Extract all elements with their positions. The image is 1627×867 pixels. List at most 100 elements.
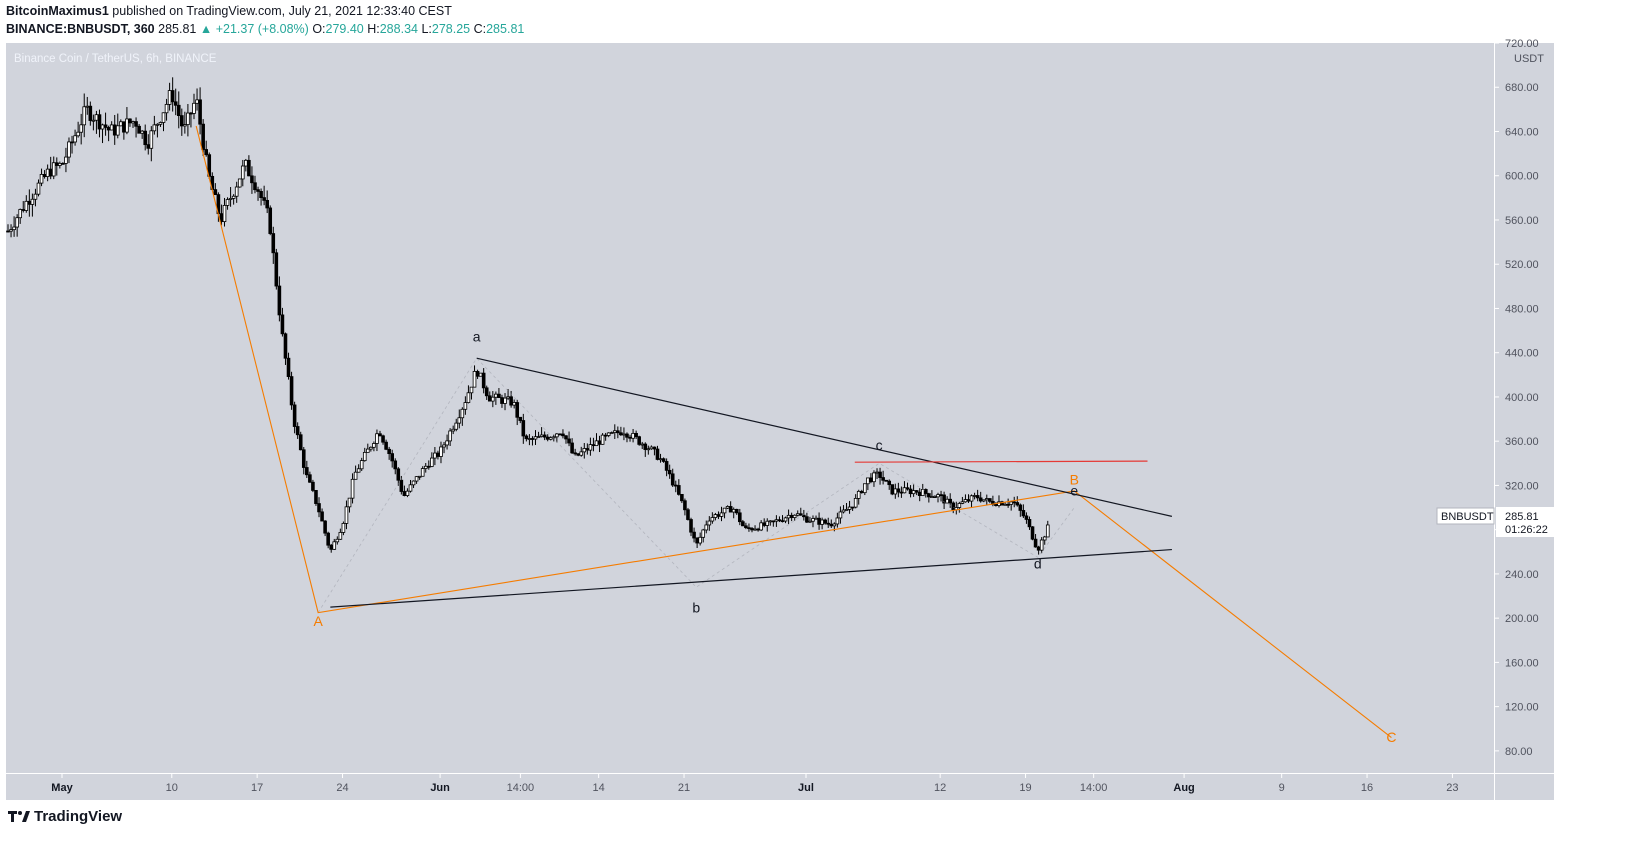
candle-body [51,162,56,177]
candle-body [1024,515,1029,520]
candle-body [12,226,16,231]
price-axis[interactable]: 720.00 680.00 640.00 600.00 560.00 520.00 480.… [1494,38,1539,758]
candle-body [594,440,599,447]
candle [741,519,745,527]
candle-body [917,491,922,496]
candle-body [609,432,614,434]
candle-body [670,473,675,486]
candle-body [1018,504,1023,511]
plot-background[interactable] [6,43,1494,773]
candle [835,512,840,528]
candle [600,433,605,445]
tradingview-brand: TradingView [34,808,123,825]
candle [228,187,233,207]
candle-body [689,519,693,533]
candle-body [1009,501,1013,505]
candle [283,332,288,365]
candle-body [695,537,699,544]
candle-body [631,432,635,439]
candle [274,248,279,290]
candle-body [88,105,93,121]
candle-body [320,511,324,522]
candle-body [945,498,949,504]
candle [173,88,178,116]
candle [683,498,687,516]
candle-body [94,114,99,121]
candle [442,441,446,454]
candle [884,479,888,482]
candle-body [981,499,986,502]
time-axis-background[interactable] [6,773,1494,800]
candle-body [548,437,553,440]
candle-body [292,404,297,427]
time-axis[interactable]: May 10 17 24 Jun 14:00 14 21 Jul 12 19 14:00 Aug 9 16 2… [51,773,1459,794]
author-name[interactable]: BitcoinMaximus1 [6,4,109,18]
candle [1018,503,1023,517]
candle-body [673,484,678,487]
candle-body [225,199,230,206]
candle [744,522,748,530]
candle-body [646,448,651,451]
candle-body [91,119,96,122]
candle [811,515,815,528]
change-up-icon: ▲ [199,22,213,36]
candle-body [423,465,428,469]
candle [579,446,584,457]
candle-body [582,448,587,453]
wave-labels-layer: Aa b c d eB C [313,329,1396,745]
candle [143,124,148,151]
candle-body [463,402,468,410]
candle [1045,520,1050,538]
candle-body [384,441,388,450]
candle [484,385,489,400]
candle [405,488,410,498]
candle [1033,534,1038,548]
candle-body [192,102,196,114]
price-change: +21.37 (+8.08%) [215,22,309,36]
candle [39,168,44,187]
candle [734,508,739,515]
candle [881,470,885,485]
candle-body [213,189,218,196]
symbol-name[interactable]: BINANCE:BNBUSDT, 360 [6,22,155,36]
candle [231,194,236,205]
candle-body [18,209,22,219]
candle [841,505,846,514]
candle-body [332,541,337,550]
y-tick-label-10: 320.00 [1505,480,1539,492]
candle [542,431,547,441]
x-tick-label-6: 14 [593,782,605,794]
x-tick-label-9: 12 [934,782,946,794]
candle [515,399,520,426]
low-value: 278.25 [431,22,471,36]
price-axis-background[interactable] [1494,43,1554,800]
candle-body [39,174,44,184]
candle-body [771,520,776,523]
high-value: 288.34 [379,22,418,36]
candle [521,413,526,444]
candle [1027,516,1032,530]
candle [332,538,337,550]
candle-body [195,99,199,104]
candle [262,185,266,206]
candle-body [658,458,663,461]
candle-body [698,536,702,544]
candle-body [728,506,733,513]
candle-body [256,189,260,192]
candle-body [237,178,242,188]
candle [463,396,468,415]
candle-body [838,511,843,519]
candle-body [734,508,739,514]
candle-body [988,498,992,502]
candle [850,506,855,511]
candle [430,452,434,468]
candle-body [805,516,809,523]
candle [12,216,16,237]
candle-body [503,397,507,404]
candle [1006,498,1010,508]
candle-body [375,433,379,444]
candle-body [869,477,873,483]
candle-body [457,417,462,424]
tradingview-logo[interactable]: TradingView [8,808,122,825]
